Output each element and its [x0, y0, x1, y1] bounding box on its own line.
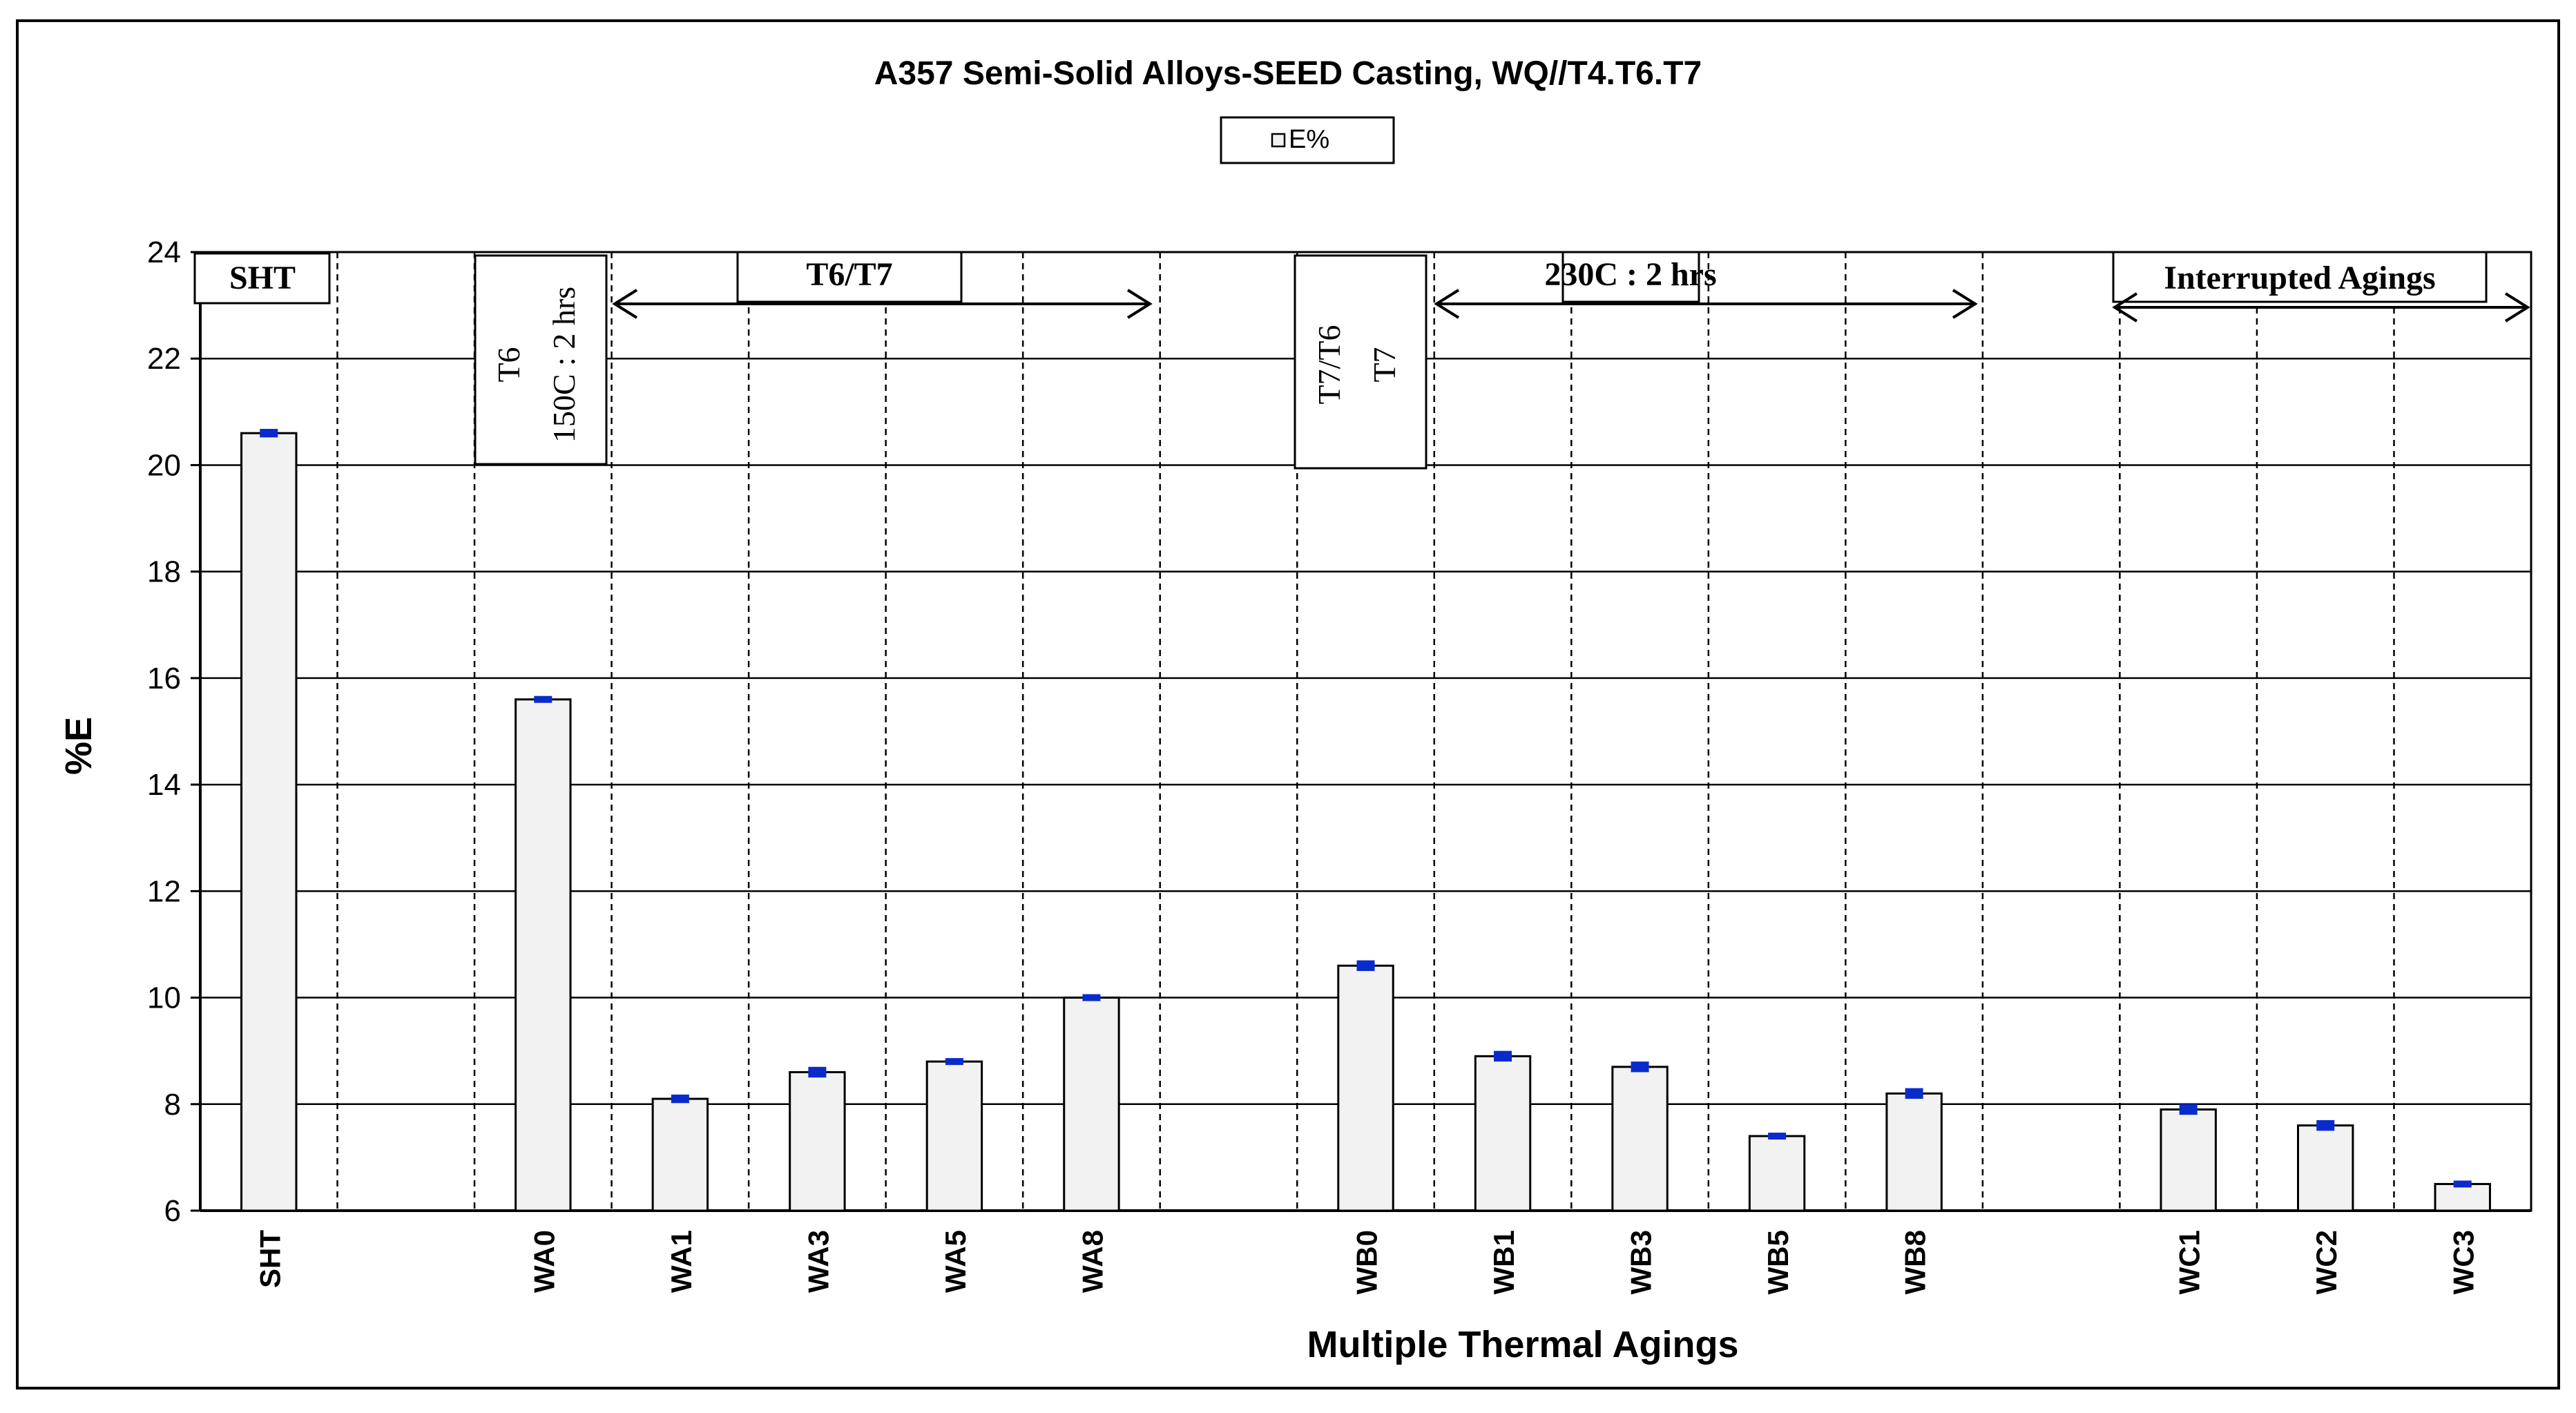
- x-tick-label: WB8: [1899, 1230, 1932, 1294]
- t7-t6-box: [1561, 251, 1700, 303]
- bar-WA5: [925, 1060, 983, 1212]
- t7-t6-arrow-right: [1952, 289, 1978, 319]
- bar-WB5: [1748, 1135, 1806, 1212]
- sht-box: [193, 252, 331, 305]
- y-tick-label: 20: [147, 448, 181, 482]
- y-tick-label: 24: [147, 236, 181, 269]
- y-tick-labels: 6 8 10 12 14 16 18 20 22 24: [147, 236, 181, 1228]
- bar-WA0: [515, 698, 572, 1212]
- error-marker-WB5: [1768, 1133, 1787, 1140]
- bar-WA1: [651, 1097, 709, 1212]
- error-marker-SHT: [260, 429, 278, 438]
- t6-t7-arrow-left: [612, 289, 638, 319]
- error-marker-WA1: [671, 1094, 689, 1104]
- annotations: SHT T6 150C : 2 hrs T6/T7 T7/T6 T7 230C …: [193, 251, 2530, 470]
- interrupted-arrow-right: [2504, 292, 2530, 323]
- error-marker-WB1: [1494, 1050, 1512, 1062]
- error-marker-WA0: [534, 695, 552, 703]
- error-marker-WA5: [945, 1058, 963, 1066]
- bars: [240, 432, 2491, 1212]
- bar-WA8: [1063, 997, 1120, 1212]
- x-tick-labels: SHT WA0 WA1 WA3 WA5 WA8 WB0 WB1 WB3 WB5 WB8 WC1 WC2 W…: [253, 1230, 2479, 1295]
- interrupted-label: Interrupted Agings: [2164, 260, 2435, 296]
- interrupted-box: [2112, 251, 2488, 303]
- t7-condition-label: T7: [1367, 347, 1402, 382]
- x-tick-label: WA5: [939, 1230, 972, 1293]
- t7-label: T7/T6: [1311, 325, 1347, 405]
- y-tick-label: 18: [147, 555, 181, 589]
- x-tick-label: WB5: [1762, 1230, 1794, 1294]
- y-tick-label: 10: [147, 981, 181, 1015]
- bar-WA3: [789, 1071, 846, 1212]
- error-marker-WA8: [1082, 994, 1101, 1001]
- x-tick-label: WA8: [1076, 1230, 1108, 1293]
- y-tick-label: 16: [147, 662, 181, 695]
- error-marker-WB3: [1631, 1061, 1649, 1073]
- error-marker-WC3: [2453, 1180, 2472, 1188]
- bar-WB0: [1337, 964, 1394, 1212]
- t6-condition-label: 150C : 2 hrs: [546, 287, 581, 443]
- bar-WC1: [2160, 1108, 2217, 1212]
- t6-t7-box: [736, 251, 963, 303]
- chart-title: A357 Semi-Solid Alloys-SEED Casting, WQ/…: [874, 55, 1702, 92]
- x-tick-label: WA1: [665, 1230, 698, 1293]
- error-marker-WB8: [1905, 1088, 1923, 1099]
- t6-label: T6: [491, 347, 526, 382]
- y-tick-label: 8: [164, 1088, 181, 1122]
- bar-WC2: [2297, 1124, 2354, 1212]
- t7-box: [1294, 254, 1428, 470]
- legend: E%: [1220, 116, 1395, 164]
- x-axis-label: Multiple Thermal Agings: [1307, 1324, 1738, 1365]
- legend-swatch: [1271, 133, 1286, 148]
- t6-box: [474, 254, 608, 465]
- t7-t6-arrow-left: [1434, 289, 1460, 319]
- t6-t7-arrow-right: [1126, 289, 1153, 319]
- bar-WC3: [2434, 1182, 2491, 1212]
- x-tick-label: WB3: [1625, 1230, 1657, 1294]
- y-tick-label: 6: [164, 1194, 181, 1228]
- bar-SHT: [240, 432, 298, 1212]
- y-tick-label: 22: [147, 342, 181, 376]
- y-axis-label: %E: [58, 717, 99, 775]
- error-marker-WB0: [1356, 960, 1375, 971]
- error-marker-WA3: [808, 1066, 827, 1078]
- bar-WB1: [1474, 1055, 1532, 1212]
- x-tick-label: WC3: [2448, 1230, 2480, 1294]
- error-markers: [260, 429, 2472, 1188]
- x-tick-label: WA3: [802, 1230, 834, 1293]
- t6-t7-label: T6/T7: [806, 256, 892, 293]
- legend-label: E%: [1289, 125, 1329, 154]
- sht-label: SHT: [229, 260, 296, 296]
- error-marker-WC2: [2316, 1119, 2335, 1131]
- y-tick-label: 12: [147, 874, 181, 908]
- x-tick-label: WB1: [1488, 1230, 1520, 1294]
- x-tick-label: WC1: [2173, 1230, 2206, 1294]
- error-marker-WC1: [2179, 1104, 2198, 1115]
- x-tick-label: WB0: [1351, 1230, 1383, 1294]
- bar-WB3: [1611, 1066, 1669, 1212]
- bar-WB8: [1885, 1092, 1943, 1212]
- x-tick-label: WA0: [528, 1230, 560, 1293]
- legend-box: [1220, 116, 1395, 164]
- y-tick-label: 14: [147, 768, 181, 802]
- x-tick-label: SHT: [253, 1230, 286, 1288]
- x-tick-label: WC2: [2310, 1230, 2343, 1294]
- t7-t6-text: 230C : 2 hrs: [1544, 256, 1716, 293]
- interrupted-arrow-left: [2112, 292, 2138, 323]
